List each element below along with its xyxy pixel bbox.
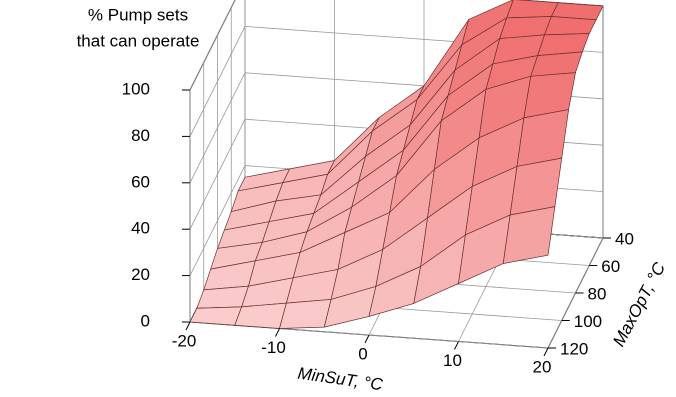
x-axis-label: MinSuT, °C (296, 364, 384, 395)
surface-cell (196, 285, 249, 309)
y-tick-label: 80 (588, 284, 607, 303)
x-tick (185, 321, 191, 331)
z-axis-label: % Pump sets (88, 5, 188, 24)
x-tick (275, 328, 280, 337)
y-tick-label: 120 (560, 339, 588, 358)
surface-cell (506, 0, 559, 19)
surface-cell (279, 299, 332, 329)
z-tick-label: 100 (122, 79, 150, 98)
x-tick-label: 10 (443, 351, 462, 370)
x-tick-label: 20 (533, 357, 552, 376)
z-axis-label: that can operate (77, 31, 200, 50)
grid-line (189, 0, 604, 91)
x-tick-label: 0 (358, 344, 367, 363)
y-tick-label: 40 (615, 229, 634, 248)
z-tick-label: 0 (141, 311, 150, 330)
z-tick-label: 40 (131, 219, 150, 238)
surface-cell (502, 206, 556, 264)
x-tick (543, 347, 549, 357)
y-tick-label: 60 (601, 257, 620, 276)
z-tick-label: 80 (131, 126, 150, 145)
y-tick-label: 100 (574, 312, 602, 331)
surface-cell (543, 16, 597, 36)
z-tick-label: 60 (131, 172, 150, 191)
x-tick (454, 341, 459, 350)
x-tick-label: -20 (172, 331, 197, 350)
z-tick-label: 20 (131, 265, 150, 284)
x-tick-label: -10 (261, 338, 286, 357)
surface-cell (234, 302, 287, 329)
surface-cell (189, 306, 243, 326)
x-tick (364, 334, 370, 344)
